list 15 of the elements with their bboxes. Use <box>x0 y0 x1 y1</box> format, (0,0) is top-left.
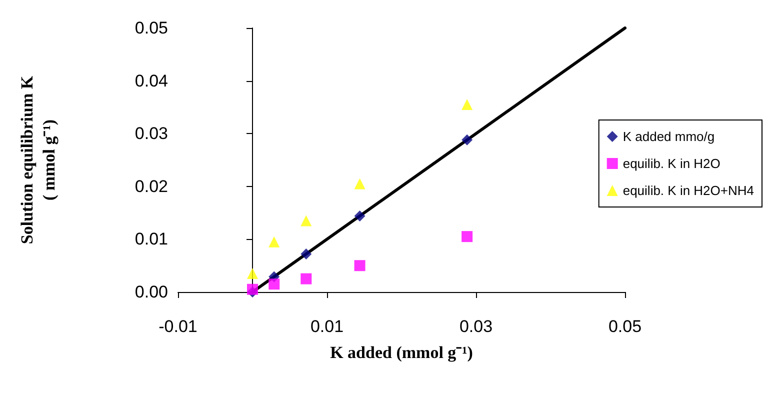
y-tick-label: 0.02 <box>134 176 168 196</box>
x-tick-label: 0.05 <box>608 317 642 336</box>
x-tick-label: -0.01 <box>158 317 198 336</box>
legend-label: equilib. K in H2O+NH4 <box>622 183 754 198</box>
legend-label: equilib. K in H2O <box>622 156 720 171</box>
x-tick-label: 0.03 <box>459 317 493 336</box>
y-tick-label: 0.01 <box>134 230 168 249</box>
y-tick-label: 0.05 <box>134 18 168 38</box>
y-tick-label: 0.00 <box>134 282 168 302</box>
y-tick-label: 0.03 <box>134 124 168 144</box>
legend-label: K added mmo/g <box>622 129 715 144</box>
y-axis-title: Solution equilibrium K ( mmol g⁻¹) <box>18 75 58 244</box>
y-tick-label: 0.04 <box>134 71 168 90</box>
x-tick-label: 0.01 <box>310 317 344 336</box>
x-axis-title: K added (mmol g⁻¹) <box>330 343 473 362</box>
